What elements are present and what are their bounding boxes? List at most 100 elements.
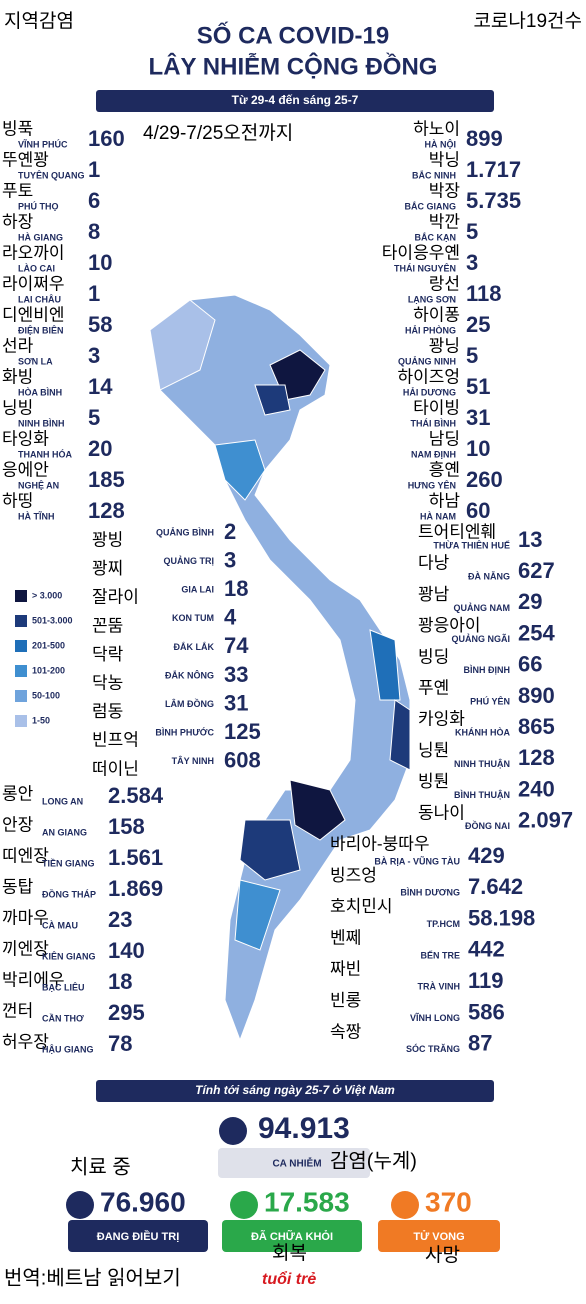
province-value: 51: [466, 374, 490, 399]
legend-swatch: [15, 615, 27, 627]
province-value: 158: [108, 814, 145, 839]
province-value: 2.097: [518, 808, 573, 833]
treating-value: 76.960: [100, 1186, 186, 1217]
province-value: 1.561: [108, 845, 163, 870]
province-korean: 랑선: [429, 274, 460, 293]
province-name: SÓC TRĂNG: [406, 1043, 460, 1054]
deaths-value: 370: [425, 1186, 472, 1217]
province-value: 58.198: [468, 905, 535, 930]
note-banner: [96, 1080, 494, 1102]
province-value: 18: [224, 576, 248, 601]
province-korean: 꽝응아이: [418, 616, 481, 635]
region: [289, 779, 346, 841]
province-value: 74: [224, 633, 249, 658]
province-value: 608: [224, 748, 261, 773]
province-value: 128: [88, 498, 125, 523]
legend-swatch: [15, 665, 27, 677]
province-korean: 박깐: [429, 212, 461, 231]
province-korean: 화빙: [2, 367, 33, 386]
province-korean: 박닝: [429, 150, 460, 169]
province-korean: 선라: [2, 336, 34, 355]
province-name: BÌNH PHƯỚC: [155, 727, 214, 738]
province-value: 31: [466, 405, 490, 430]
korean-note: 코로나19건수: [473, 10, 582, 32]
province-korean: 흥옌: [429, 460, 460, 479]
recovered-value: 17.583: [264, 1186, 350, 1217]
province-name: ĐẮK NÔNG: [165, 669, 214, 680]
province-korean: 벤쩨: [330, 928, 361, 947]
province-name: TP.HCM: [427, 919, 460, 929]
province-value: 78: [108, 1031, 132, 1056]
province-name: KIÊN GIANG: [42, 950, 96, 961]
province-value: 240: [518, 776, 555, 801]
province-korean: 라이쩌우: [2, 274, 65, 293]
province-value: 5: [466, 343, 478, 368]
province-name: GIA LAI: [181, 585, 214, 595]
recovered-box: [222, 1220, 362, 1252]
province-value: 865: [518, 714, 555, 739]
korean-note: 4/29-7/25오전까지: [143, 122, 293, 144]
province-korean: 닝퉌: [418, 741, 449, 760]
province-korean: 닝빙: [2, 398, 33, 417]
province-korean: 하남: [429, 491, 461, 510]
province-name: AN GIANG: [42, 827, 87, 837]
legend-label: 201-500: [32, 640, 65, 650]
province-value: 1: [88, 157, 100, 182]
province-korean: 다낭: [418, 554, 450, 573]
province-name: ĐIỆN BIÊN: [18, 324, 64, 335]
province-name: NAM ĐỊNH: [411, 449, 456, 459]
province-value: 87: [468, 1031, 492, 1056]
province-korean: 타이응우옌: [382, 243, 460, 262]
province-korean: 롱안: [2, 784, 34, 803]
province-name: ĐỒNG THÁP: [42, 888, 96, 899]
province-value: 254: [518, 620, 555, 645]
province-korean: 빙딩: [418, 647, 449, 666]
province-name: TRÀ VINH: [418, 982, 461, 992]
province-korean: 트어티엔훼: [418, 522, 496, 541]
province-name: HÀ GIANG: [18, 232, 63, 242]
province-name: BẠC LIÊU: [42, 981, 85, 992]
province-value: 260: [466, 467, 503, 492]
province-name: HẬU GIANG: [42, 1043, 94, 1054]
province-korean: 까마우: [2, 908, 49, 927]
province-value: 5.735: [466, 188, 521, 213]
province-korean: 하장: [2, 212, 34, 231]
region: [389, 699, 411, 771]
region: [234, 879, 281, 951]
province-name: NGHỆ AN: [18, 479, 59, 490]
province-korean: 떠이닌: [92, 759, 139, 778]
legend-label: 501-3.000: [32, 615, 73, 625]
province-korean: 푸토: [2, 181, 33, 200]
province-name: QUẢNG NGÃI: [452, 633, 511, 644]
province-value: 429: [468, 843, 505, 868]
province-name: LAI CHÂU: [18, 293, 61, 304]
province-name: LÀO CAI: [18, 263, 55, 273]
province-name: CÀ MAU: [42, 920, 78, 930]
region: [149, 299, 216, 391]
province-korean: 닥농: [92, 673, 123, 692]
province-name: SƠN LA: [18, 356, 53, 366]
province-value: 586: [468, 999, 505, 1024]
province-name: PHÚ THỌ: [18, 200, 59, 211]
province-name: HƯNG YÊN: [408, 479, 456, 490]
korean-note: 감염(누계): [330, 1149, 417, 1172]
province-korean: 짜빈: [330, 960, 361, 979]
region: [239, 819, 301, 881]
province-korean: 꽝찌: [92, 559, 123, 578]
province-korean: 박장: [429, 181, 461, 200]
province-name: TUYÊN QUANG: [18, 169, 85, 180]
province-name: BẮC GIANG: [405, 201, 457, 211]
province-name: HÒA BÌNH: [18, 386, 62, 397]
province-value: 29: [518, 589, 542, 614]
province-korean: 잘라이: [92, 588, 139, 607]
province-name: QUẢNG NINH: [398, 355, 456, 366]
region: [214, 439, 266, 501]
province-korean: 빙즈엉: [330, 866, 377, 885]
province-name: QUẢNG TRỊ: [164, 555, 215, 566]
province-value: 10: [88, 250, 112, 275]
province-name: LÂM ĐỒNG: [165, 698, 214, 709]
province-value: 627: [518, 558, 555, 583]
legend-label: 50-100: [32, 690, 60, 700]
